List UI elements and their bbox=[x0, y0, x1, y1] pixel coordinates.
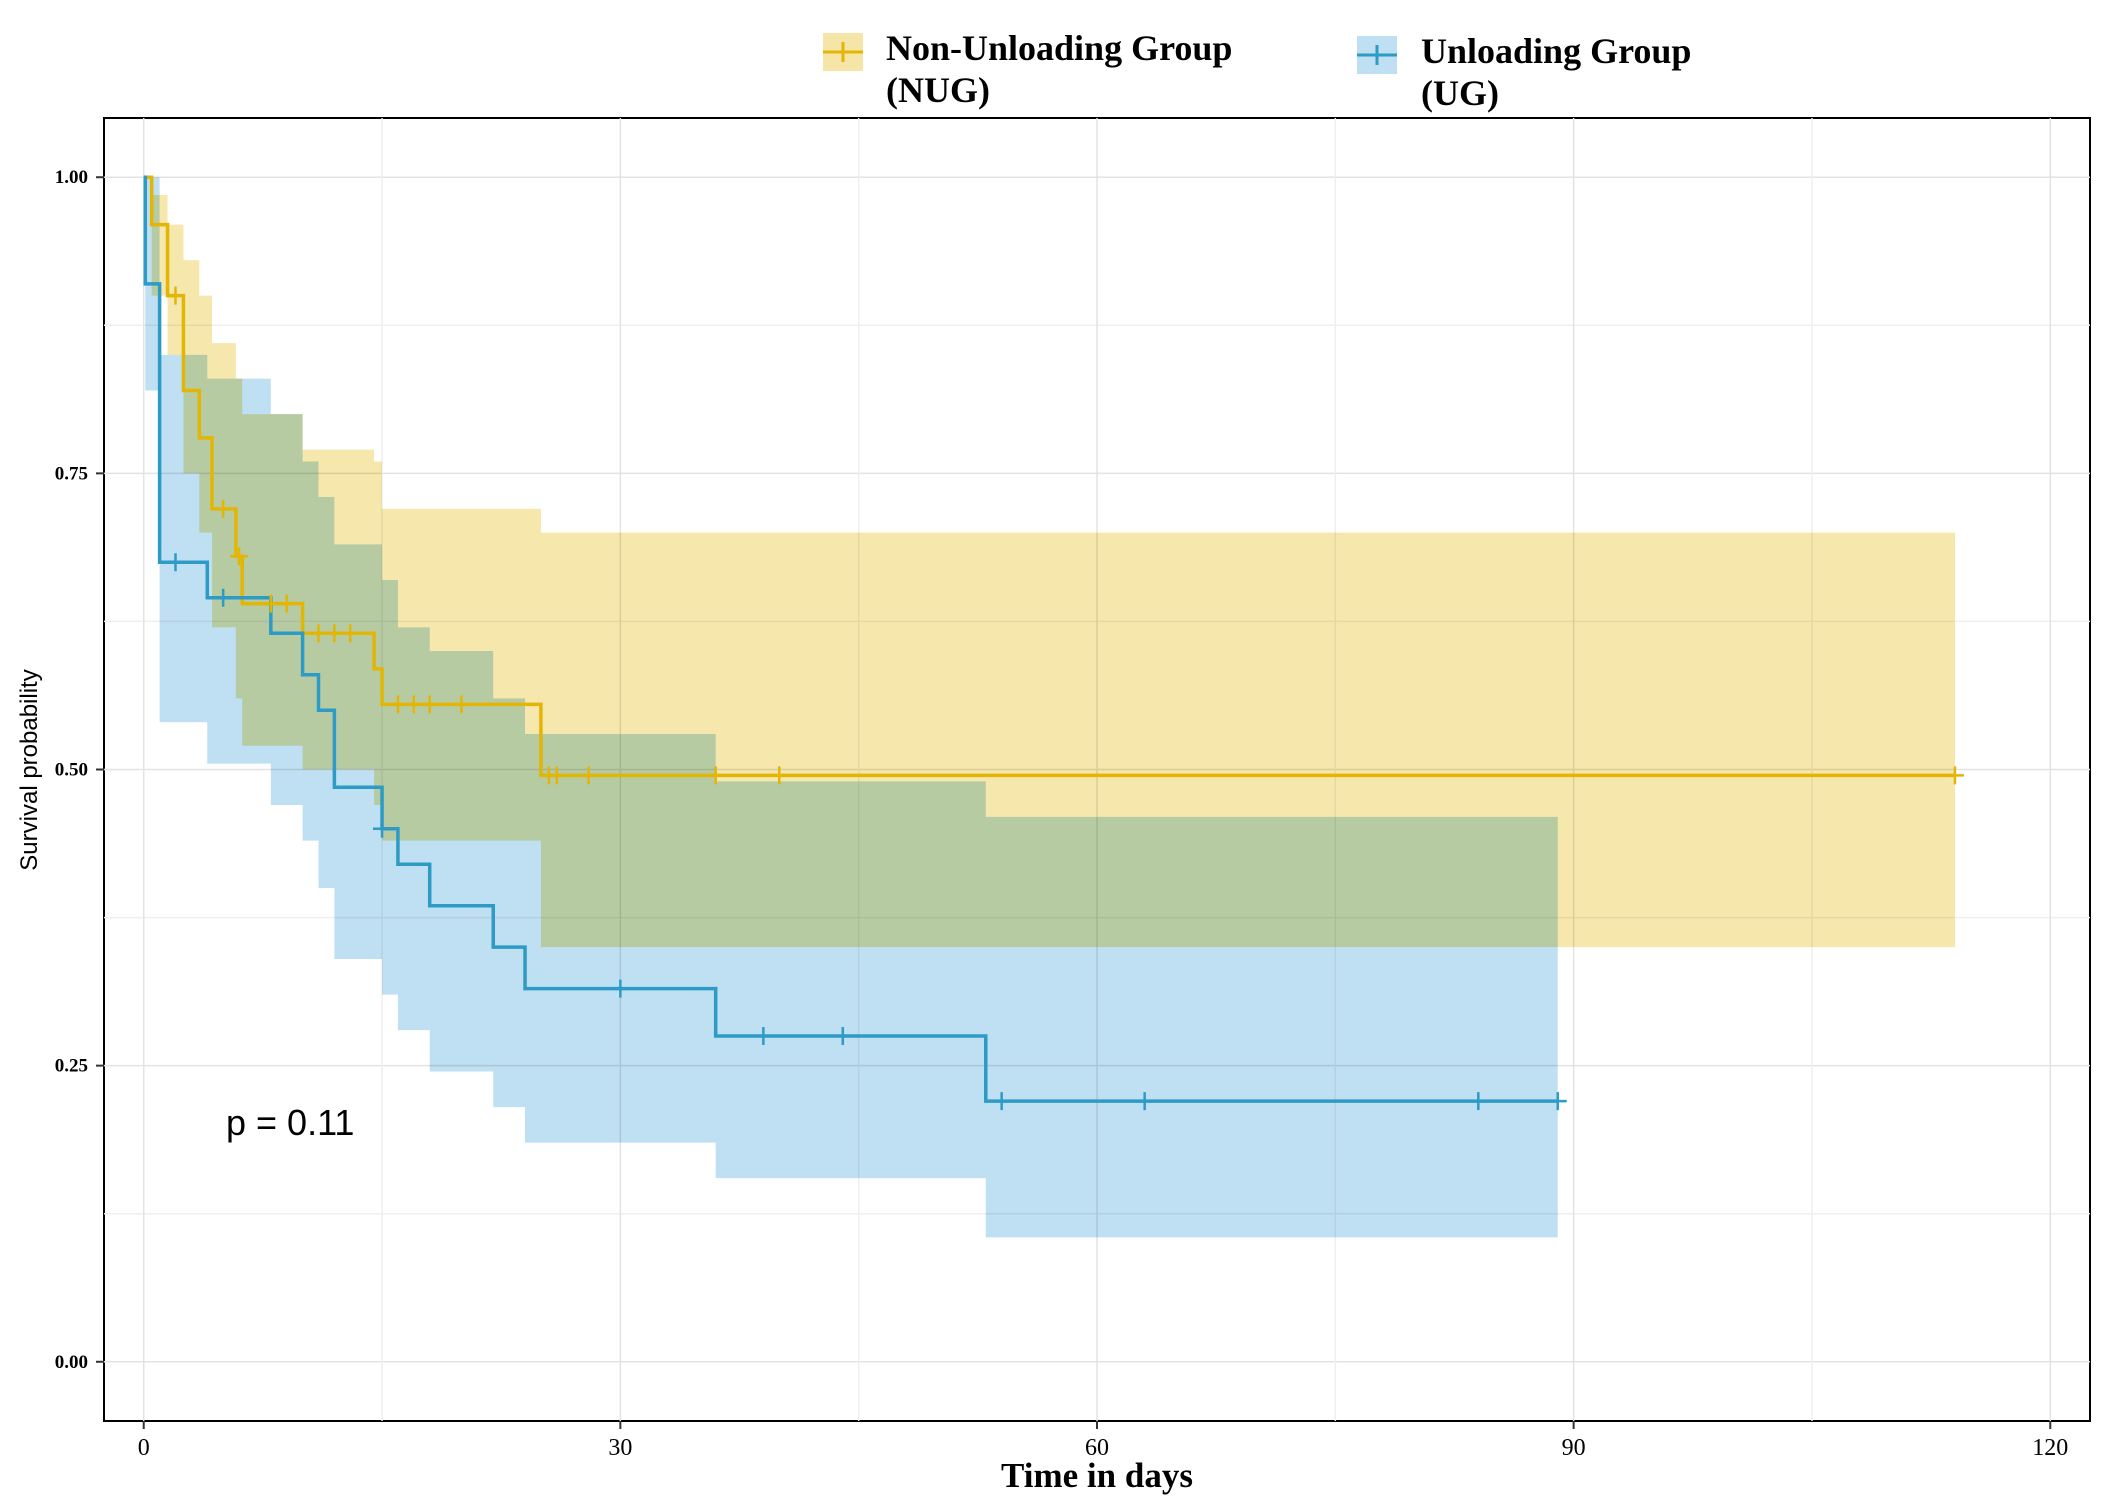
censor-mark-nug bbox=[547, 766, 566, 785]
censor-mark-nug bbox=[388, 695, 407, 714]
confidence-bands bbox=[143, 177, 1955, 1238]
survival-curves bbox=[143, 175, 1955, 1103]
x-tick-label: 90 bbox=[1562, 1435, 1586, 1461]
legend-label-nug-line1: Non-Unloading Group bbox=[886, 28, 1232, 68]
censor-mark-nug bbox=[261, 594, 280, 613]
censor-mark-ug bbox=[992, 1092, 1011, 1111]
legend-label-ug-line1: Unloading Group bbox=[1421, 31, 1691, 71]
censor-mark-ug bbox=[833, 1027, 852, 1046]
censor-mark-nug bbox=[230, 547, 249, 566]
censor-mark-nug bbox=[1945, 766, 1964, 785]
y-tick-label: 0.00 bbox=[55, 1352, 88, 1373]
censor-mark-nug bbox=[341, 624, 360, 643]
censor-mark-nug bbox=[325, 624, 344, 643]
x-tick-label: 120 bbox=[2032, 1435, 2068, 1461]
x-tick-label: 30 bbox=[608, 1435, 632, 1461]
censor-mark-ug bbox=[1469, 1092, 1488, 1111]
y-tick-label: 0.50 bbox=[55, 760, 88, 781]
censor-mark-ug bbox=[754, 1027, 773, 1046]
censor-mark-ug bbox=[373, 819, 392, 838]
censor-mark-nug bbox=[166, 286, 185, 305]
y-tick-label: 0.25 bbox=[55, 1056, 88, 1077]
censor-mark-nug bbox=[770, 766, 789, 785]
y-tick-label: 0.75 bbox=[55, 463, 88, 484]
legend-item-ug: Unloading Group (UG) bbox=[1357, 31, 1691, 113]
x-tick-label: 60 bbox=[1085, 1435, 1109, 1461]
censor-mark-ug bbox=[214, 588, 233, 607]
censor-mark-nug bbox=[452, 695, 471, 714]
censor-mark-nug bbox=[579, 766, 598, 785]
p-value-annotation: p = 0.11 bbox=[226, 1102, 354, 1143]
censor-mark-ug bbox=[166, 553, 185, 572]
legend-label-ug-line2: (UG) bbox=[1421, 73, 1499, 113]
legend-item-nug: Non-Unloading Group (NUG) bbox=[823, 28, 1232, 110]
censor-mark-nug bbox=[309, 624, 328, 643]
survival-curve-ug bbox=[143, 175, 1558, 1103]
legend: Non-Unloading Group (NUG) Unloading Grou… bbox=[823, 28, 1691, 113]
censor-mark-nug bbox=[277, 594, 296, 613]
y-axis-title: Survival probability bbox=[16, 669, 43, 870]
survival-curve-nug bbox=[143, 175, 1955, 778]
y-tick-label: 1.00 bbox=[55, 167, 88, 188]
censor-mark-ug bbox=[1135, 1092, 1154, 1111]
censor-mark-ug bbox=[611, 979, 630, 998]
x-tick-label: 0 bbox=[138, 1435, 150, 1461]
confidence-band-ug bbox=[143, 177, 1558, 1238]
censor-mark-nug bbox=[706, 766, 725, 785]
x-axis-title: Time in days bbox=[1001, 1456, 1193, 1495]
censor-mark-nug bbox=[404, 695, 423, 714]
axis-ticks: 0 30 60 90 120 0.00 0.25 0.50 0.75 1.00 bbox=[55, 167, 2069, 1461]
legend-label-nug-line2: (NUG) bbox=[886, 70, 990, 110]
censor-mark-ug bbox=[1548, 1092, 1567, 1111]
censor-mark-nug bbox=[214, 499, 233, 518]
censor-marks bbox=[166, 286, 1964, 1111]
censor-mark-nug bbox=[420, 695, 439, 714]
